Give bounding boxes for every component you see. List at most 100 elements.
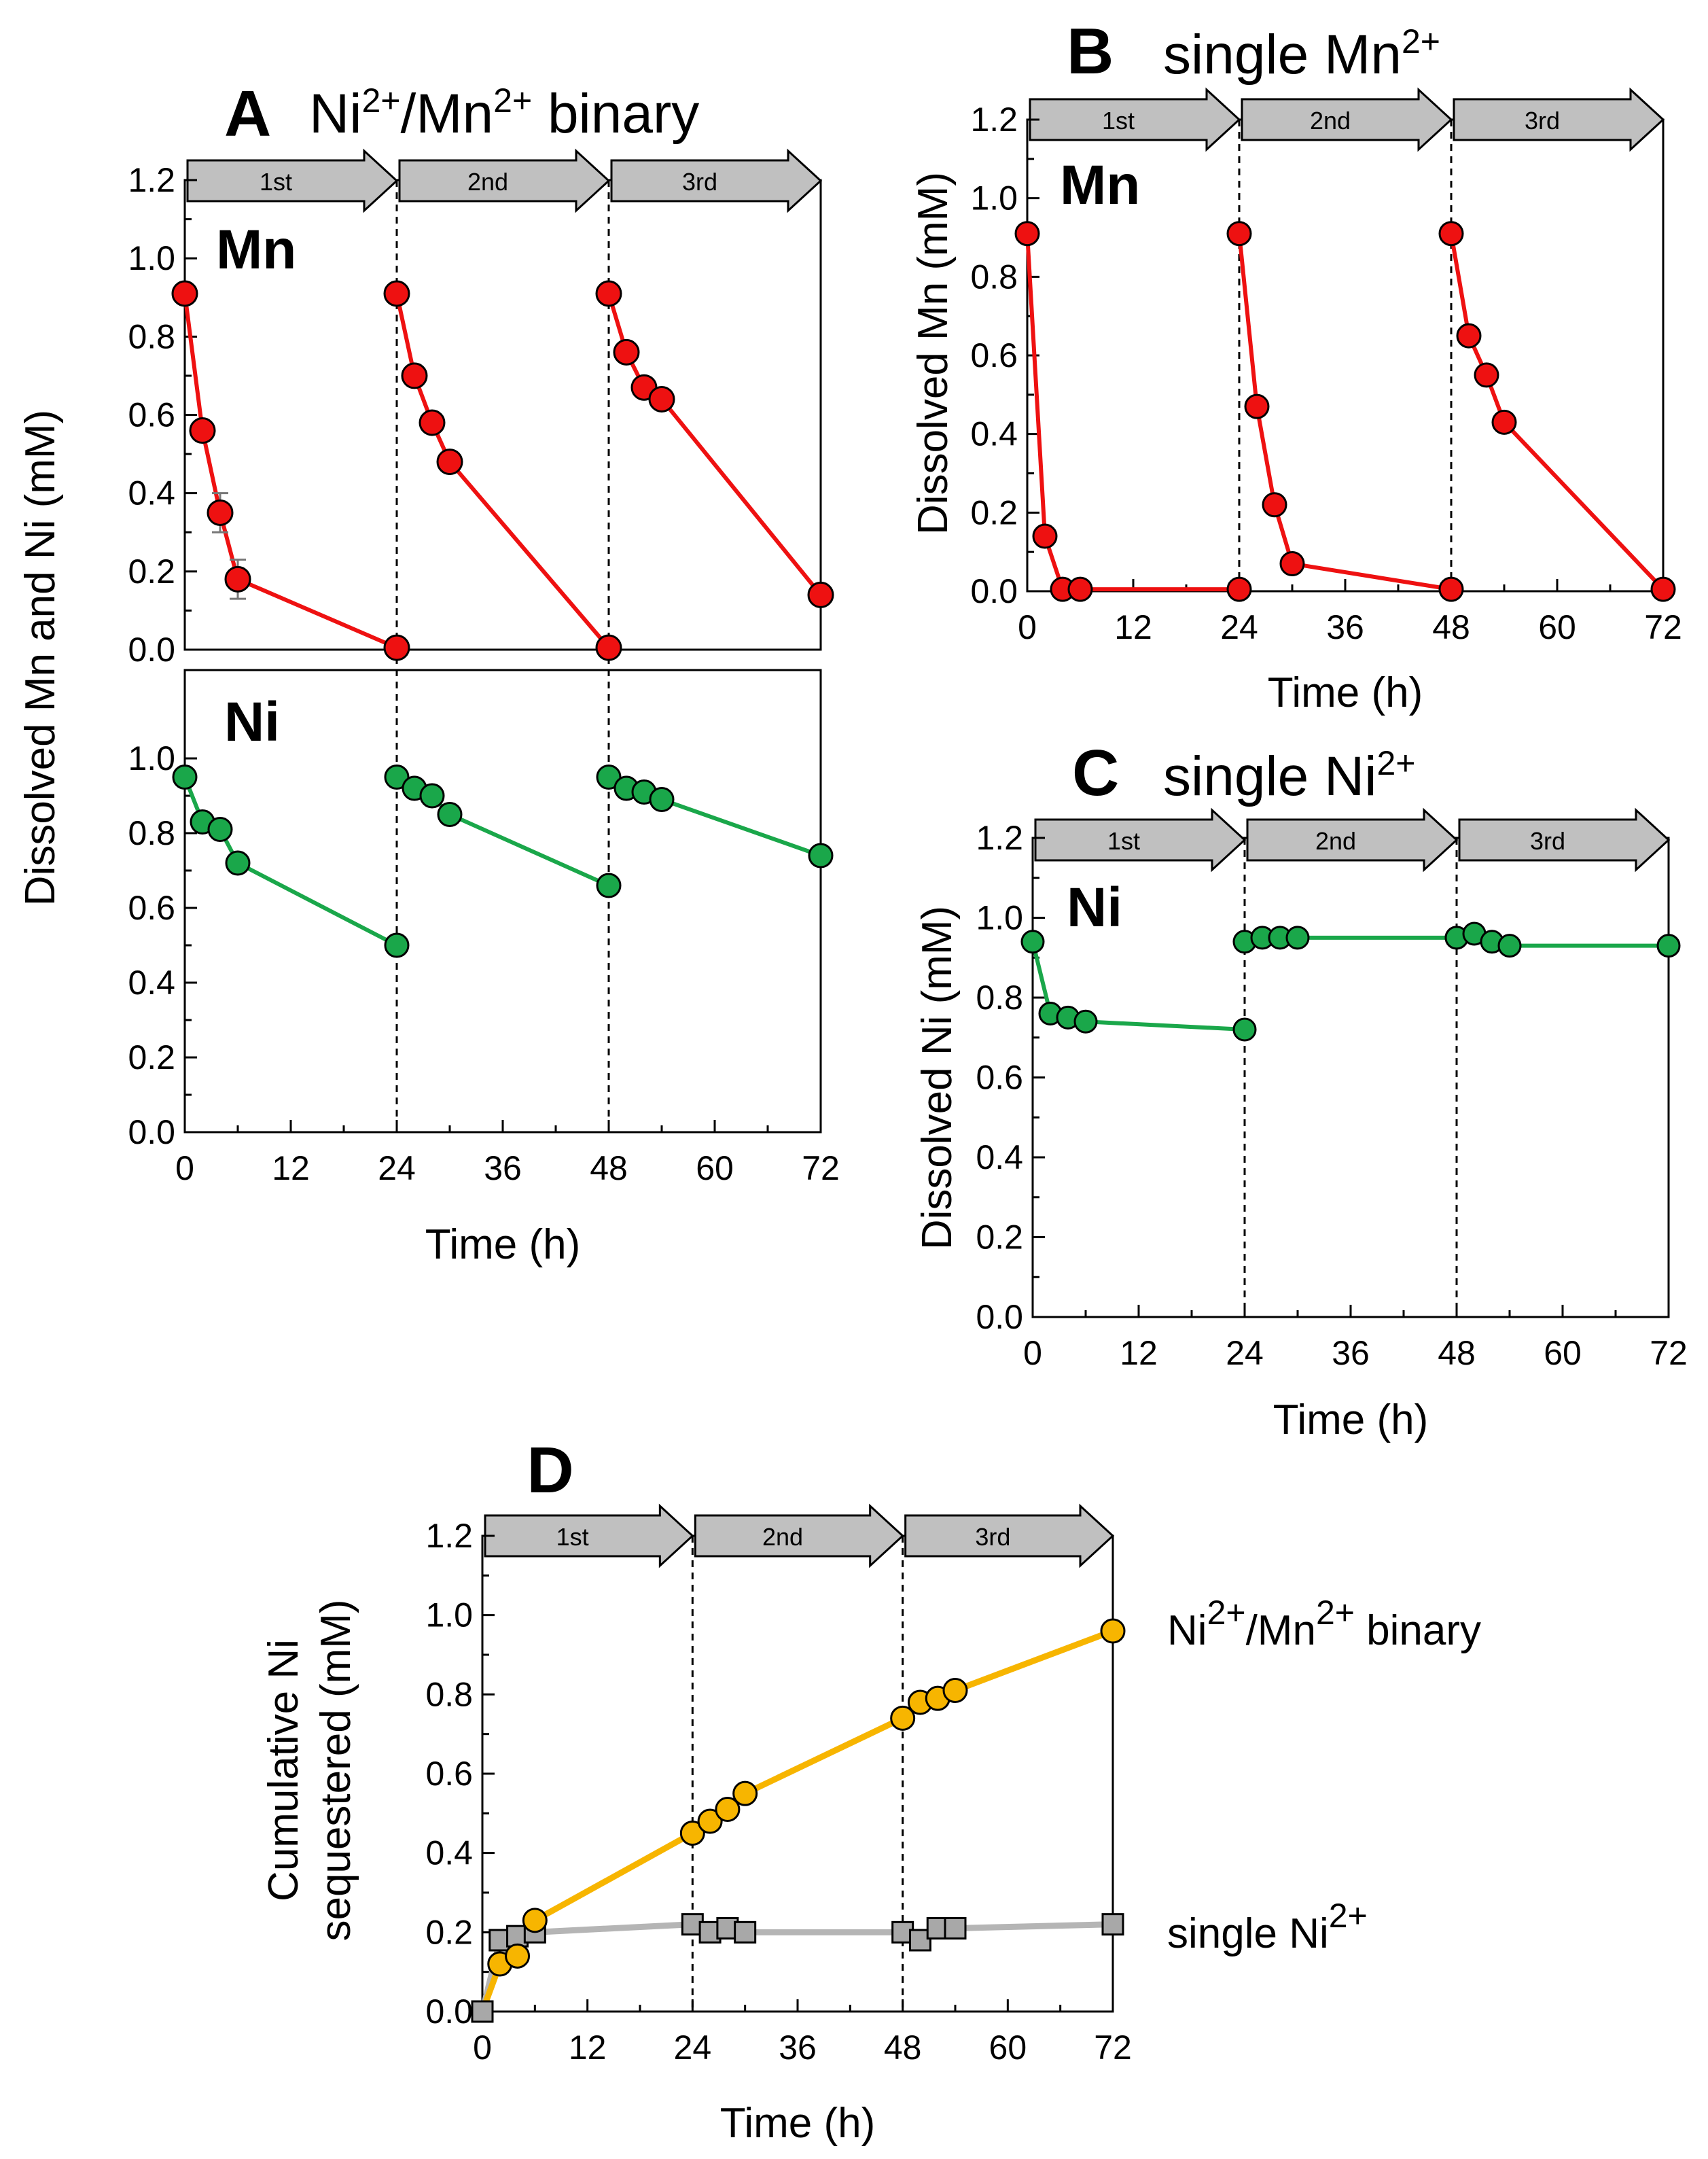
data-point: [808, 843, 834, 868]
superscript: 2+: [1316, 1594, 1355, 1632]
data-point: [384, 765, 410, 790]
y-tick-label: 0.2: [425, 1913, 473, 1951]
x-tick-label: 36: [779, 2029, 817, 2067]
data-point: [207, 817, 233, 842]
series-line: [607, 293, 823, 597]
data-point: [1226, 576, 1252, 602]
data-point: [1285, 926, 1310, 950]
stage-arrow: [398, 148, 611, 213]
superscript: 2+: [1402, 22, 1440, 60]
data-point: [1067, 576, 1093, 602]
data-point-single: [471, 2000, 494, 2023]
data-point: [171, 280, 198, 307]
data-point: [383, 634, 410, 661]
y-axis-label: Dissolved Ni (mM): [914, 906, 961, 1250]
x-tick-label: 12: [569, 2029, 607, 2067]
x-tick-label: 60: [696, 1149, 734, 1187]
data-point: [1020, 930, 1045, 954]
y-tick-label: 0.2: [128, 552, 175, 591]
y-tick-label: 0.2: [976, 1218, 1023, 1257]
stage-arrow: [1453, 87, 1665, 152]
stage-label: 2nd: [762, 1523, 803, 1551]
plot-frame: [481, 1534, 1114, 2013]
y-tick-label: 0.6: [128, 889, 175, 927]
panel-d: D 1st 2nd 3rd 0.0 0.2 0.4 0.6 0.8 1.0 1.2 0 12 24 36 48…: [260, 1434, 1481, 2147]
superscript: 2+: [1329, 1897, 1368, 1935]
x-tick-label: 36: [1326, 608, 1364, 646]
y-tick-label: 0.8: [128, 317, 175, 355]
data-point: [648, 385, 675, 413]
y-tick-label: 0.0: [976, 1298, 1023, 1336]
data-point-binary: [890, 1705, 916, 1731]
data-point: [596, 765, 622, 790]
x-tick-label: 36: [1332, 1334, 1370, 1372]
y-tick-label: 0.8: [425, 1675, 473, 1713]
panel-letter-d: D: [527, 1434, 573, 1507]
panel-letter-c: C: [1072, 737, 1119, 809]
x-tick-label: 36: [484, 1149, 522, 1187]
data-point: [1226, 221, 1252, 247]
data-point-binary: [697, 1808, 723, 1834]
stage-label: 3rd: [1525, 107, 1560, 135]
stage-arrow: [186, 148, 399, 213]
data-point: [1262, 492, 1287, 518]
data-point: [225, 850, 251, 876]
plot-frame: [183, 669, 822, 1134]
x-tick-label: 72: [802, 1149, 840, 1187]
data-point: [1244, 393, 1270, 419]
series-line: [1449, 233, 1665, 591]
superscript: 2+: [1376, 744, 1415, 782]
data-point: [1656, 934, 1681, 958]
data-point: [1014, 221, 1040, 247]
x-tick-label: 12: [272, 1149, 310, 1187]
data-point-binary: [942, 1678, 968, 1703]
x-tick-label: 48: [1432, 608, 1470, 646]
stage-label: 2nd: [1310, 107, 1351, 135]
data-point: [595, 634, 622, 661]
data-point: [383, 280, 410, 307]
text-part: binary: [532, 83, 699, 145]
stage-arrow: [610, 148, 823, 213]
x-tick-label: 0: [175, 1149, 194, 1187]
series-label-ni: Ni: [1067, 877, 1122, 938]
stage-arrow: [1034, 807, 1247, 873]
y-tick-label: 1.0: [976, 899, 1023, 937]
text-part: single Ni: [1167, 1910, 1329, 1957]
series-line: [183, 293, 398, 650]
x-tick-label: 12: [1114, 608, 1152, 646]
text-part: single Ni: [1163, 745, 1376, 807]
y-tick-label: 0.8: [128, 814, 175, 852]
text-part: Ni: [1167, 1607, 1207, 1654]
data-point: [436, 449, 463, 476]
data-point-single: [1101, 1913, 1124, 1936]
x-tick-label: 72: [1094, 2029, 1132, 2067]
stage-arrow: [1029, 87, 1241, 152]
data-point: [384, 932, 410, 958]
x-tick-label: 0: [1018, 608, 1037, 646]
y-tick-label: 0.6: [970, 336, 1018, 374]
x-axis-label: Time (h): [1268, 669, 1423, 716]
stage-label: 2nd: [1315, 827, 1356, 855]
panel-b-title: single Mn2+: [1163, 22, 1440, 86]
y-tick-label: 0.6: [425, 1755, 473, 1793]
x-tick-label: 48: [1438, 1334, 1476, 1372]
y-tick-label: 0.0: [970, 572, 1018, 610]
data-point: [1032, 523, 1058, 549]
data-point: [1438, 221, 1464, 247]
x-tick-label: 48: [590, 1149, 628, 1187]
x-tick-label: 24: [674, 2029, 712, 2067]
y-tick-label: 0.6: [128, 396, 175, 434]
stage-arrow: [484, 1503, 694, 1568]
panel-letter-b: B: [1067, 15, 1114, 88]
data-point: [1456, 323, 1482, 349]
y-tick-label: 1.0: [128, 239, 175, 277]
y-tick-label: 1.0: [128, 739, 175, 777]
y-tick-label: 1.0: [425, 1596, 473, 1634]
data-point-binary: [679, 1821, 705, 1846]
y-tick-label: 0.4: [970, 415, 1018, 453]
data-point: [596, 873, 622, 898]
y-tick-label: 0.6: [976, 1059, 1023, 1097]
